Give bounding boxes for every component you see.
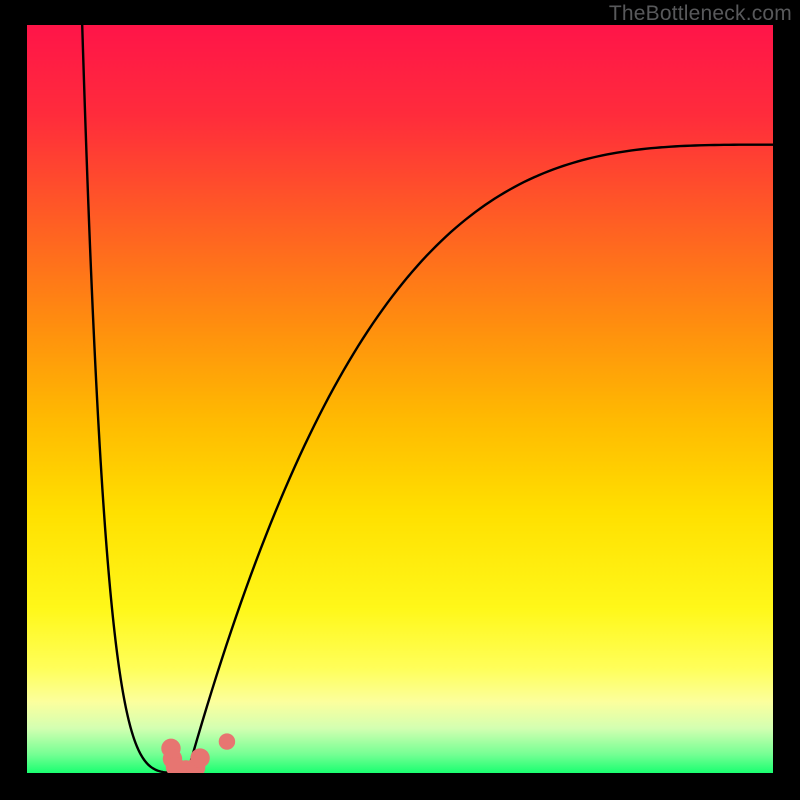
gradient-background <box>27 25 773 773</box>
watermark-text: TheBottleneck.com <box>609 2 792 26</box>
plot-area <box>27 25 773 773</box>
